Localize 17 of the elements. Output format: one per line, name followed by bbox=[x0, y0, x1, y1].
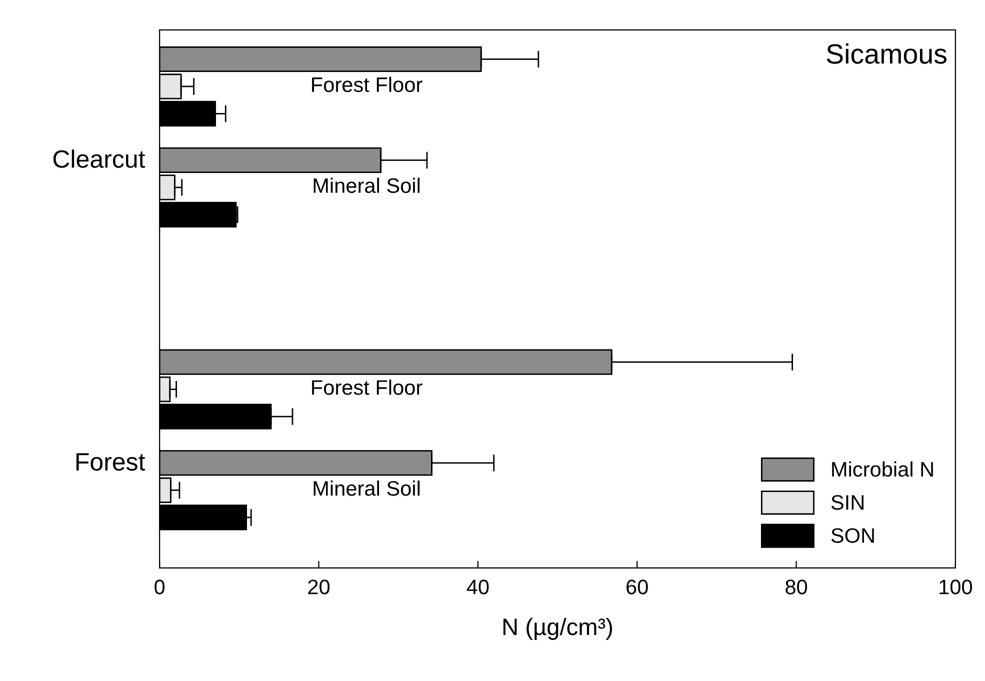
text: Forest bbox=[76, 453, 146, 471]
y-tick-label: Mineral Soil bbox=[314, 178, 420, 194]
x-tick-label: 20 bbox=[308, 580, 330, 594]
x-tick-label: 40 bbox=[466, 580, 489, 594]
y-tick-label: Mineral Soil bbox=[314, 480, 420, 496]
legend-label: SIN bbox=[831, 495, 864, 510]
legend-label: Microbial N bbox=[832, 461, 933, 477]
x-axis-title: N (µg/cm³) bbox=[503, 618, 612, 640]
x-tick-label: 60 bbox=[626, 580, 648, 594]
x-tick-label: 80 bbox=[786, 580, 808, 594]
text: Clearcut bbox=[53, 150, 146, 168]
chart-title: Sicamous bbox=[826, 43, 946, 64]
x-tick-label: 0 bbox=[154, 580, 165, 594]
y-tick-label: Forest Floor bbox=[312, 76, 422, 92]
legend-label: SON bbox=[831, 528, 874, 543]
y-tick-label: Forest Floor bbox=[312, 380, 422, 395]
x-tick-label: 100 bbox=[940, 580, 972, 594]
